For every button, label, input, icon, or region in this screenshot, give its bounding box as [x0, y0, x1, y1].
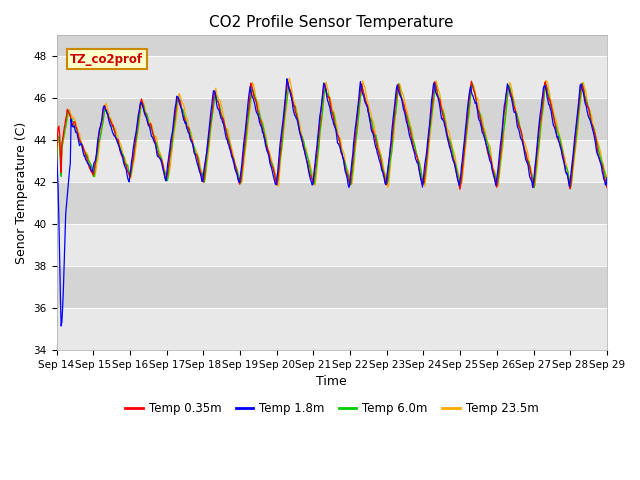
Temp 23.5m	[285, 75, 293, 81]
Bar	[56, 140, 607, 182]
Temp 23.5m	[400, 95, 408, 101]
Temp 0.35m	[204, 140, 212, 146]
Temp 6.0m	[175, 96, 183, 101]
X-axis label: Time: Time	[316, 375, 347, 388]
Temp 23.5m	[603, 175, 611, 181]
Title: CO2 Profile Sensor Temperature: CO2 Profile Sensor Temperature	[209, 15, 454, 30]
Line: Temp 0.35m: Temp 0.35m	[56, 81, 607, 189]
Temp 1.8m	[52, 148, 60, 154]
Bar	[56, 98, 607, 140]
Temp 0.35m	[603, 185, 611, 191]
Temp 23.5m	[384, 184, 392, 190]
Temp 6.0m	[415, 158, 422, 164]
Temp 23.5m	[175, 91, 183, 96]
Temp 6.0m	[399, 99, 406, 105]
Temp 23.5m	[416, 163, 424, 168]
Temp 0.35m	[399, 97, 406, 103]
Temp 1.8m	[63, 193, 71, 199]
Temp 1.8m	[176, 102, 184, 108]
Temp 6.0m	[119, 152, 127, 158]
Bar	[56, 266, 607, 308]
Bar	[56, 182, 607, 224]
Temp 6.0m	[204, 145, 212, 151]
Line: Temp 6.0m: Temp 6.0m	[56, 83, 607, 188]
Temp 1.8m	[283, 76, 291, 82]
Temp 6.0m	[468, 80, 476, 86]
Temp 0.35m	[456, 186, 464, 192]
Temp 1.8m	[58, 323, 65, 329]
Bar	[56, 308, 607, 350]
Temp 23.5m	[204, 154, 212, 160]
Temp 1.8m	[400, 108, 408, 114]
Temp 23.5m	[119, 153, 127, 158]
Temp 1.8m	[416, 172, 424, 178]
Bar	[56, 56, 607, 98]
Line: Temp 1.8m: Temp 1.8m	[56, 79, 607, 326]
Temp 0.35m	[415, 162, 422, 168]
Temp 1.8m	[205, 130, 212, 135]
Temp 23.5m	[52, 158, 60, 164]
Temp 6.0m	[52, 154, 60, 160]
Temp 0.35m	[468, 78, 476, 84]
Line: Temp 23.5m: Temp 23.5m	[56, 78, 607, 187]
Text: TZ_co2prof: TZ_co2prof	[70, 53, 143, 66]
Temp 1.8m	[120, 161, 128, 167]
Temp 1.8m	[603, 175, 611, 180]
Temp 0.35m	[63, 113, 70, 119]
Temp 23.5m	[63, 120, 70, 126]
Temp 6.0m	[63, 119, 70, 124]
Temp 0.35m	[175, 98, 183, 104]
Temp 0.35m	[52, 148, 60, 154]
Temp 6.0m	[531, 185, 538, 191]
Bar	[56, 224, 607, 266]
Y-axis label: Senor Temperature (C): Senor Temperature (C)	[15, 121, 28, 264]
Legend: Temp 0.35m, Temp 1.8m, Temp 6.0m, Temp 23.5m: Temp 0.35m, Temp 1.8m, Temp 6.0m, Temp 2…	[120, 397, 543, 420]
Bar	[56, 36, 607, 56]
Temp 6.0m	[603, 179, 611, 184]
Temp 0.35m	[119, 154, 127, 160]
